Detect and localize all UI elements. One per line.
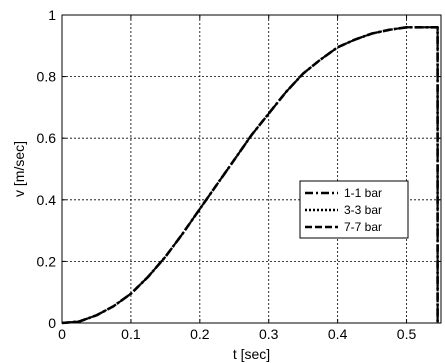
x-axis-label: t [sec] [233, 346, 270, 362]
x-tick-label: 0.3 [259, 326, 279, 342]
series-line-7-7-bar [61, 26, 439, 324]
series-line-3-3-bar [61, 26, 439, 325]
series-lines [61, 25, 439, 325]
y-axis-label: v [m/sec] [11, 141, 27, 197]
grid-lines [62, 15, 441, 323]
legend-label: 7-7 bar [344, 220, 382, 234]
y-tick-label: 0.6 [37, 130, 57, 146]
legend-label: 1-1 bar [344, 186, 382, 200]
x-tick-label: 0.5 [397, 326, 417, 342]
plot-area-frame [61, 14, 442, 324]
y-tick-label: 0.2 [37, 253, 57, 269]
x-tick-label: 0 [58, 326, 66, 342]
legend: 1-1 bar 3-3 bar 7-7 bar [299, 180, 409, 239]
y-tick-label: 0.4 [37, 192, 57, 208]
x-tick-label: 0.2 [190, 326, 210, 342]
x-tick-label: 0.4 [328, 326, 348, 342]
x-tick-label: 0.1 [121, 326, 141, 342]
axis-ticks: 0 0.1 0.2 0.3 0.4 0.5 0 0.2 0.4 0.6 0.8 1 [37, 7, 441, 342]
y-tick-label: 0 [48, 315, 56, 331]
series-line-1-1-bar [61, 25, 439, 325]
legend-label: 3-3 bar [344, 203, 382, 217]
y-tick-label: 0.8 [37, 69, 57, 85]
y-tick-label: 1 [48, 7, 56, 23]
